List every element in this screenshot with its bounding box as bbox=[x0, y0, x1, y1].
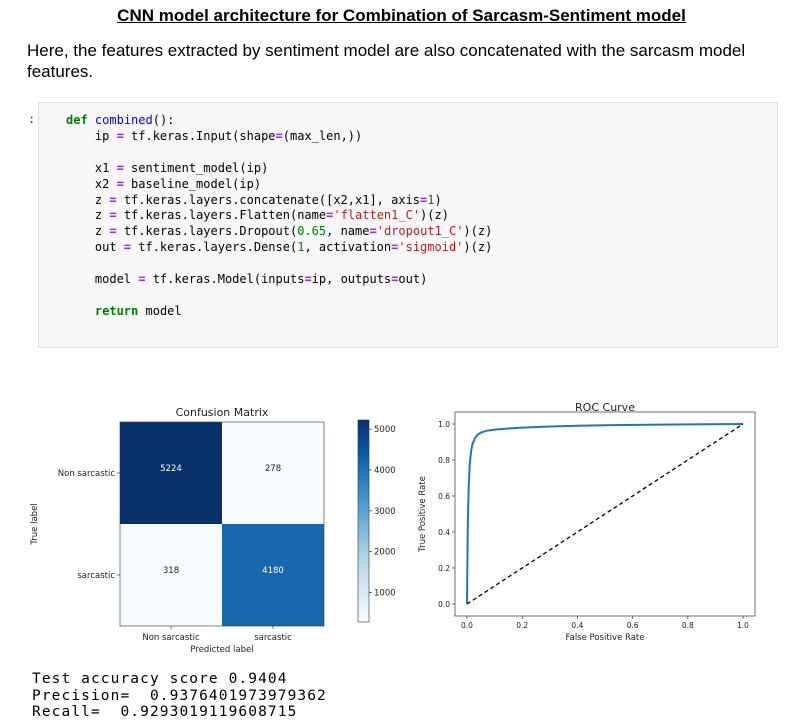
diagonal-reference-line bbox=[466, 423, 744, 605]
colorbar bbox=[357, 419, 370, 623]
confusion-cell bbox=[222, 524, 324, 626]
confusion-matrix-chart: Confusion Matrix 5224 278 318 4180 Non sarcas… bbox=[30, 406, 396, 655]
x-axis-label: False Positive Rate bbox=[566, 633, 645, 643]
confusion-cell-value: 5224 bbox=[160, 464, 182, 474]
code-line: z = tf.keras.layers.Flatten(name='flatte… bbox=[66, 208, 449, 223]
y-tick-label: 0.8 bbox=[438, 456, 450, 465]
recall-line: Recall= 0.9293019119608715 bbox=[32, 704, 298, 720]
matrix-border bbox=[119, 421, 325, 627]
x-tick-label: 1.0 bbox=[737, 621, 749, 630]
y-tick-label: 0.4 bbox=[438, 528, 450, 537]
code-line: z = tf.keras.layers.concatenate([x2,x1],… bbox=[66, 192, 442, 207]
confusion-cell bbox=[120, 422, 222, 524]
code-line: return model bbox=[94, 303, 182, 318]
x-tick-label: 0.8 bbox=[682, 621, 694, 630]
code-cell[interactable]: def combined(): ip = tf.keras.Input(shap… bbox=[38, 102, 778, 348]
confusion-cell-value: 318 bbox=[163, 566, 179, 576]
colorbar-tick-label: 3000 bbox=[374, 507, 396, 517]
code-block: def combined(): ip = tf.keras.Input(shap… bbox=[39, 103, 777, 320]
confusion-cell bbox=[120, 524, 222, 626]
y-tick-label: 0.6 bbox=[438, 492, 450, 501]
code-line: out = tf.keras.layers.Dense(1, activatio… bbox=[66, 240, 493, 255]
confusion-cell-value: 278 bbox=[265, 464, 281, 474]
code-line: z = tf.keras.layers.Dropout(0.65, name='… bbox=[66, 224, 493, 239]
x-tick-label: 0.2 bbox=[516, 621, 528, 630]
code-line: ip = tf.keras.Input(shape=(max_len,)) bbox=[66, 128, 363, 143]
roc-curve-chart: ROC Curve 0.0 0.2 0.4 0.6 0.8 1.0 0.0 0.2 0.4 0.6 0… bbox=[418, 401, 756, 643]
intro-paragraph: Here, the features extracted by sentimen… bbox=[27, 41, 746, 81]
accuracy-line: Test accuracy score 0.9404 bbox=[32, 671, 288, 687]
y-tick-label: 0.2 bbox=[438, 564, 450, 573]
confusion-cell-value: 4180 bbox=[262, 566, 284, 576]
y-tick-label: Non sarcastic bbox=[58, 469, 116, 479]
code-line: def combined(): bbox=[66, 113, 175, 127]
roc-title: ROC Curve bbox=[575, 401, 635, 414]
x-tick-label: sarcastic bbox=[254, 633, 292, 643]
colorbar-tick-label: 2000 bbox=[374, 548, 396, 558]
confusion-cell bbox=[222, 422, 324, 524]
y-axis-label: True label bbox=[30, 503, 40, 545]
x-axis-label: Predicted label bbox=[190, 645, 253, 655]
code-line: ​ bbox=[66, 145, 777, 161]
x-tick-label: 0.6 bbox=[627, 621, 639, 630]
y-tick-label: 1.0 bbox=[438, 420, 450, 429]
y-tick-label: 0.0 bbox=[438, 600, 450, 609]
code-line: x1 = sentiment_model(ip) bbox=[66, 160, 269, 175]
x-tick-label: 0.0 bbox=[461, 621, 473, 630]
code-line: model = tf.keras.Model(inputs=ip, output… bbox=[66, 272, 428, 287]
y-axis-label: True Positive Rate bbox=[418, 476, 428, 553]
colorbar-tick-label: 5000 bbox=[374, 425, 396, 435]
confusion-matrix-title: Confusion Matrix bbox=[176, 406, 269, 419]
cell-prompt: : bbox=[28, 112, 36, 126]
precision-line: Precision= 0.9376401973979362 bbox=[32, 687, 327, 704]
colorbar-tick-label: 1000 bbox=[374, 589, 396, 599]
code-line: x2 = baseline_model(ip) bbox=[66, 176, 262, 191]
page-title: CNN model architecture for Combination o… bbox=[117, 6, 686, 25]
y-tick-label: sarcastic bbox=[77, 571, 115, 581]
x-tick-label: 0.4 bbox=[571, 621, 583, 630]
results-output: Test accuracy score 0.9404 Precision= 0.9… bbox=[32, 671, 327, 721]
roc-curve-line bbox=[466, 423, 744, 605]
x-tick-label: Non sarcastic bbox=[142, 633, 200, 643]
code-line: ​ bbox=[66, 256, 777, 272]
code-line: ​ bbox=[66, 288, 777, 304]
colorbar-tick-label: 4000 bbox=[374, 466, 396, 476]
